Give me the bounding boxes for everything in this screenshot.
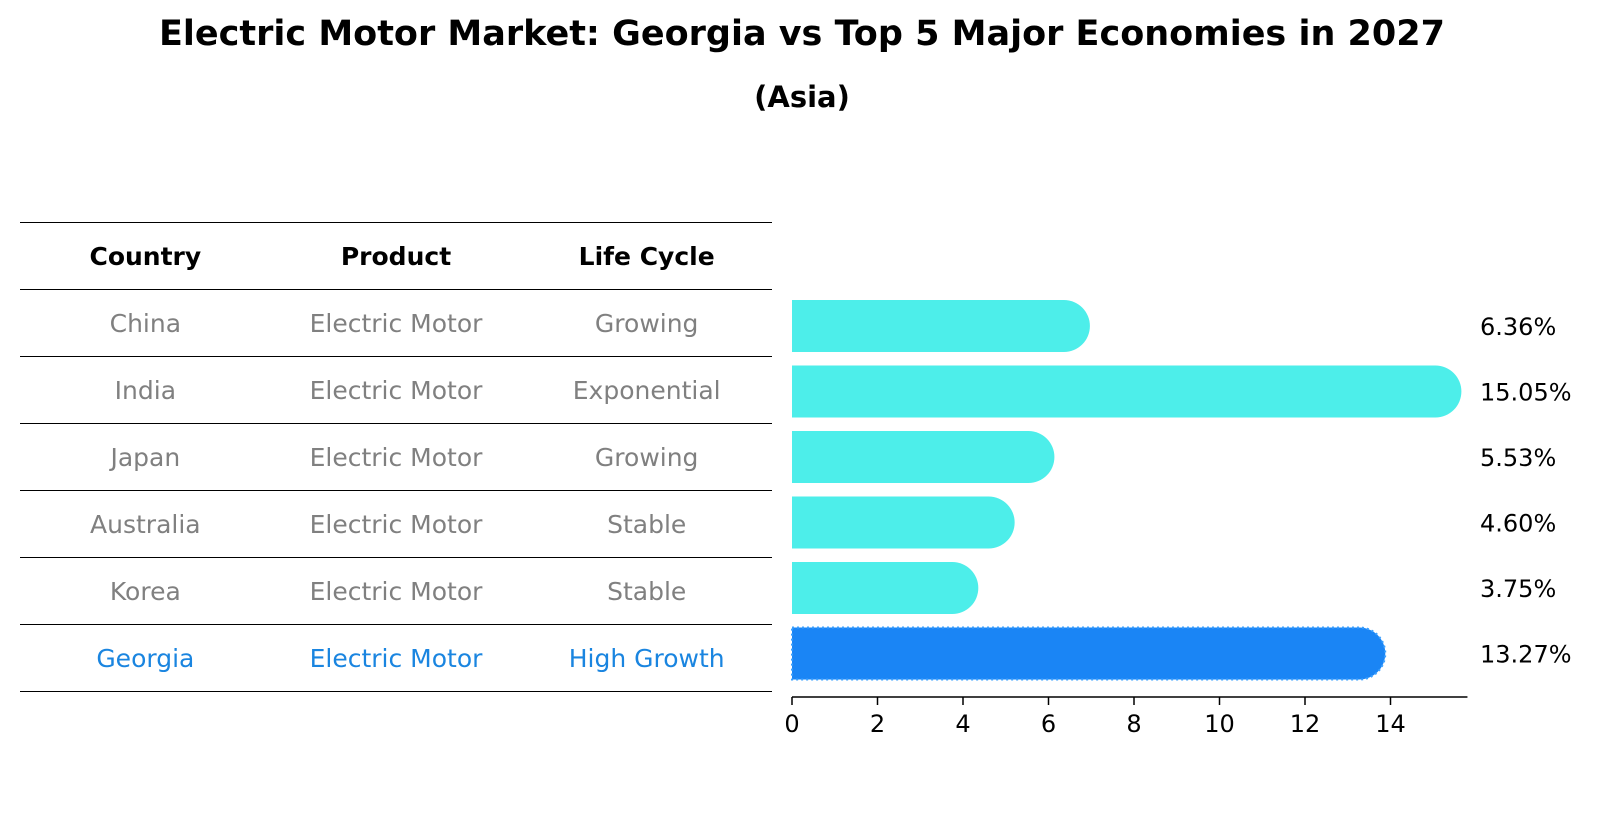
cell-country: Georgia (96, 643, 195, 673)
x-tick-label: 4 (955, 710, 970, 738)
value-label-georgia: 13.27% (1480, 641, 1572, 669)
cell-product: Electric Motor (309, 576, 483, 606)
cell-country: Japan (110, 442, 181, 472)
cell-product: Electric Motor (309, 643, 483, 673)
cell-product: Electric Motor (309, 308, 483, 338)
x-tick-label: 0 (784, 710, 799, 738)
value-label-australia: 4.60% (1480, 510, 1556, 538)
cell-country: Korea (109, 576, 181, 606)
value-label-korea: 3.75% (1480, 575, 1556, 603)
chart-subtitle: (Asia) (754, 80, 850, 114)
x-tick-label: 12 (1290, 710, 1321, 738)
country-table: Country Product Life Cycle China Electri… (20, 222, 772, 692)
cell-life-cycle: Growing (594, 308, 699, 338)
x-tick-label: 10 (1204, 710, 1235, 738)
value-label-china: 6.36% (1480, 313, 1556, 341)
cell-product: Electric Motor (309, 509, 483, 539)
table-header-row: Country Product Life Cycle (20, 222, 772, 289)
bar-india (792, 365, 1462, 418)
table-row-korea: Korea Electric Motor Stable (20, 557, 772, 624)
bar-australia (792, 496, 1015, 549)
table-row-india: India Electric Motor Exponential (20, 356, 772, 423)
header-life-cycle: Life Cycle (578, 241, 715, 271)
header-country: Country (89, 241, 202, 271)
x-tick-label: 8 (1126, 710, 1141, 738)
bar-korea (792, 562, 979, 614)
cell-life-cycle: Growing (594, 442, 699, 472)
chart-title: Electric Motor Market: Georgia vs Top 5 … (159, 14, 1445, 54)
cell-product: Electric Motor (309, 442, 483, 472)
table-row-china: China Electric Motor Growing (20, 289, 772, 356)
cell-life-cycle: Exponential (572, 375, 721, 405)
x-tick-label: 2 (870, 710, 885, 738)
cell-life-cycle: High Growth (568, 643, 725, 673)
bar-china (792, 300, 1090, 352)
cell-life-cycle: Stable (607, 509, 687, 539)
value-label-japan: 5.53% (1480, 444, 1556, 472)
value-label-india: 15.05% (1480, 379, 1572, 407)
cell-country: China (109, 308, 182, 338)
bar-japan (792, 431, 1055, 483)
table-row-japan: Japan Electric Motor Growing (20, 423, 772, 490)
cell-country: India (114, 375, 177, 405)
table-row-australia: Australia Electric Motor Stable (20, 490, 772, 557)
x-tick-label: 14 (1375, 710, 1406, 738)
x-tick-label: 6 (1041, 710, 1056, 738)
bar-highlight-outline (791, 626, 1387, 681)
cell-life-cycle: Stable (607, 576, 687, 606)
cell-product: Electric Motor (309, 375, 483, 405)
bar-georgia (792, 627, 1386, 680)
table-row-georgia: Georgia Electric Motor High Growth (20, 624, 772, 692)
cell-country: Australia (90, 509, 201, 539)
header-product: Product (340, 241, 452, 271)
